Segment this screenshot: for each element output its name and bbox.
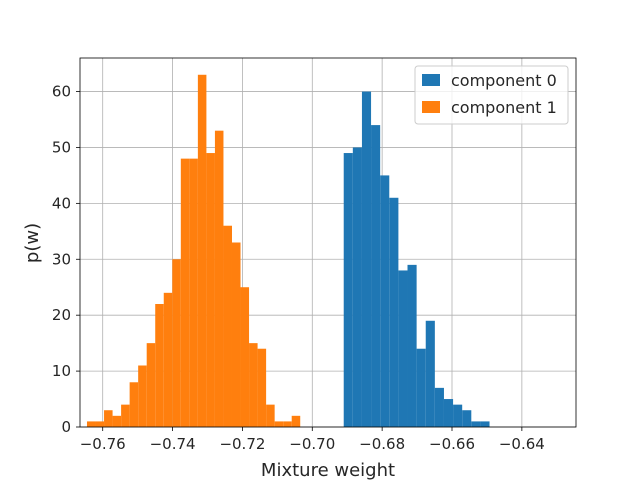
x-tick-label: −0.74: [150, 435, 196, 453]
x-tick-label: −0.64: [499, 435, 545, 453]
histogram-bar-component-1: [249, 343, 258, 427]
histogram-bar-component-1: [172, 259, 181, 427]
histogram-bar-component-1: [112, 415, 122, 427]
histogram-bar-component-0: [343, 153, 353, 427]
histogram-bar-component-1: [206, 153, 215, 427]
histogram-bar-component-1: [95, 421, 105, 427]
legend-swatch-component-1: [422, 101, 440, 113]
histogram-bar-component-0: [462, 410, 472, 427]
x-tick-label: −0.68: [359, 435, 405, 453]
histogram-bar-component-1: [155, 304, 164, 427]
histogram-bar-component-0: [425, 320, 435, 427]
plot-frame: [79, 57, 577, 428]
histogram-bar-component-1: [231, 242, 241, 427]
histogram-bar-component-1: [163, 292, 173, 427]
histogram-bar-component-1: [129, 382, 139, 427]
histogram-bar-component-1: [104, 410, 113, 427]
legend-label-component-0: component 0: [451, 71, 557, 90]
x-axis-title: Mixture weight: [261, 460, 395, 480]
legend-label-component-1: component 1: [451, 98, 557, 117]
histogram-bar-component-1: [223, 225, 232, 427]
histogram-bar-component-1: [214, 130, 224, 427]
histogram-bar-component-0: [389, 197, 399, 427]
histogram-bar-component-0: [407, 264, 417, 427]
histogram-bar-component-0: [361, 91, 372, 427]
y-tick-label: 0: [61, 418, 71, 436]
histogram-bar-component-1: [121, 404, 130, 427]
x-axis-ticks: −0.76 −0.74 −0.72 −0.70 −0.68 −0.66 −0.64: [80, 427, 545, 453]
histogram-bar-component-0: [416, 348, 426, 427]
y-axis-ticks: 0 10 20 30 40 50 60: [52, 83, 80, 436]
histogram-bar-component-0: [471, 421, 481, 427]
x-tick-label: −0.76: [80, 435, 126, 453]
histogram-bars: [86, 74, 490, 428]
y-tick-label: 10: [52, 362, 71, 380]
y-tick-label: 60: [52, 83, 71, 101]
histogram-bar-component-1: [189, 158, 198, 428]
histogram-bar-component-0: [443, 399, 454, 427]
y-tick-label: 30: [52, 250, 71, 268]
histogram-bar-component-1: [283, 421, 292, 427]
legend: component 0 component 1: [414, 65, 569, 125]
histogram-bar-component-0: [453, 404, 463, 427]
x-tick-label: −0.66: [429, 435, 475, 453]
histogram-bar-component-1: [240, 287, 250, 427]
histogram-bar-component-1: [86, 421, 96, 427]
histogram-bar-component-1: [138, 365, 147, 427]
histogram-bar-component-0: [398, 270, 408, 427]
histogram-bar-component-1: [257, 348, 267, 427]
legend-swatch-component-0: [422, 74, 440, 86]
histogram-bar-component-0: [380, 175, 390, 427]
histogram-bar-component-1: [146, 343, 156, 427]
histogram-bar-component-1: [291, 415, 301, 427]
x-tick-label: −0.70: [289, 435, 335, 453]
y-tick-label: 20: [52, 306, 71, 324]
histogram-bar-component-1: [274, 421, 284, 427]
x-tick-label: −0.72: [219, 435, 265, 453]
y-tick-label: 40: [52, 194, 71, 212]
histogram-bar-component-0: [371, 125, 381, 427]
legend-box: [414, 65, 569, 125]
histogram-bar-component-1: [180, 158, 190, 428]
histogram-bar-component-0: [480, 421, 490, 427]
y-tick-label: 50: [52, 138, 71, 156]
histogram-bar-component-0: [434, 387, 444, 427]
histogram-bar-component-1: [197, 74, 207, 427]
y-axis-title: p(w): [22, 223, 43, 263]
histogram-bar-component-0: [352, 147, 362, 428]
histogram-bar-component-1: [266, 404, 275, 427]
